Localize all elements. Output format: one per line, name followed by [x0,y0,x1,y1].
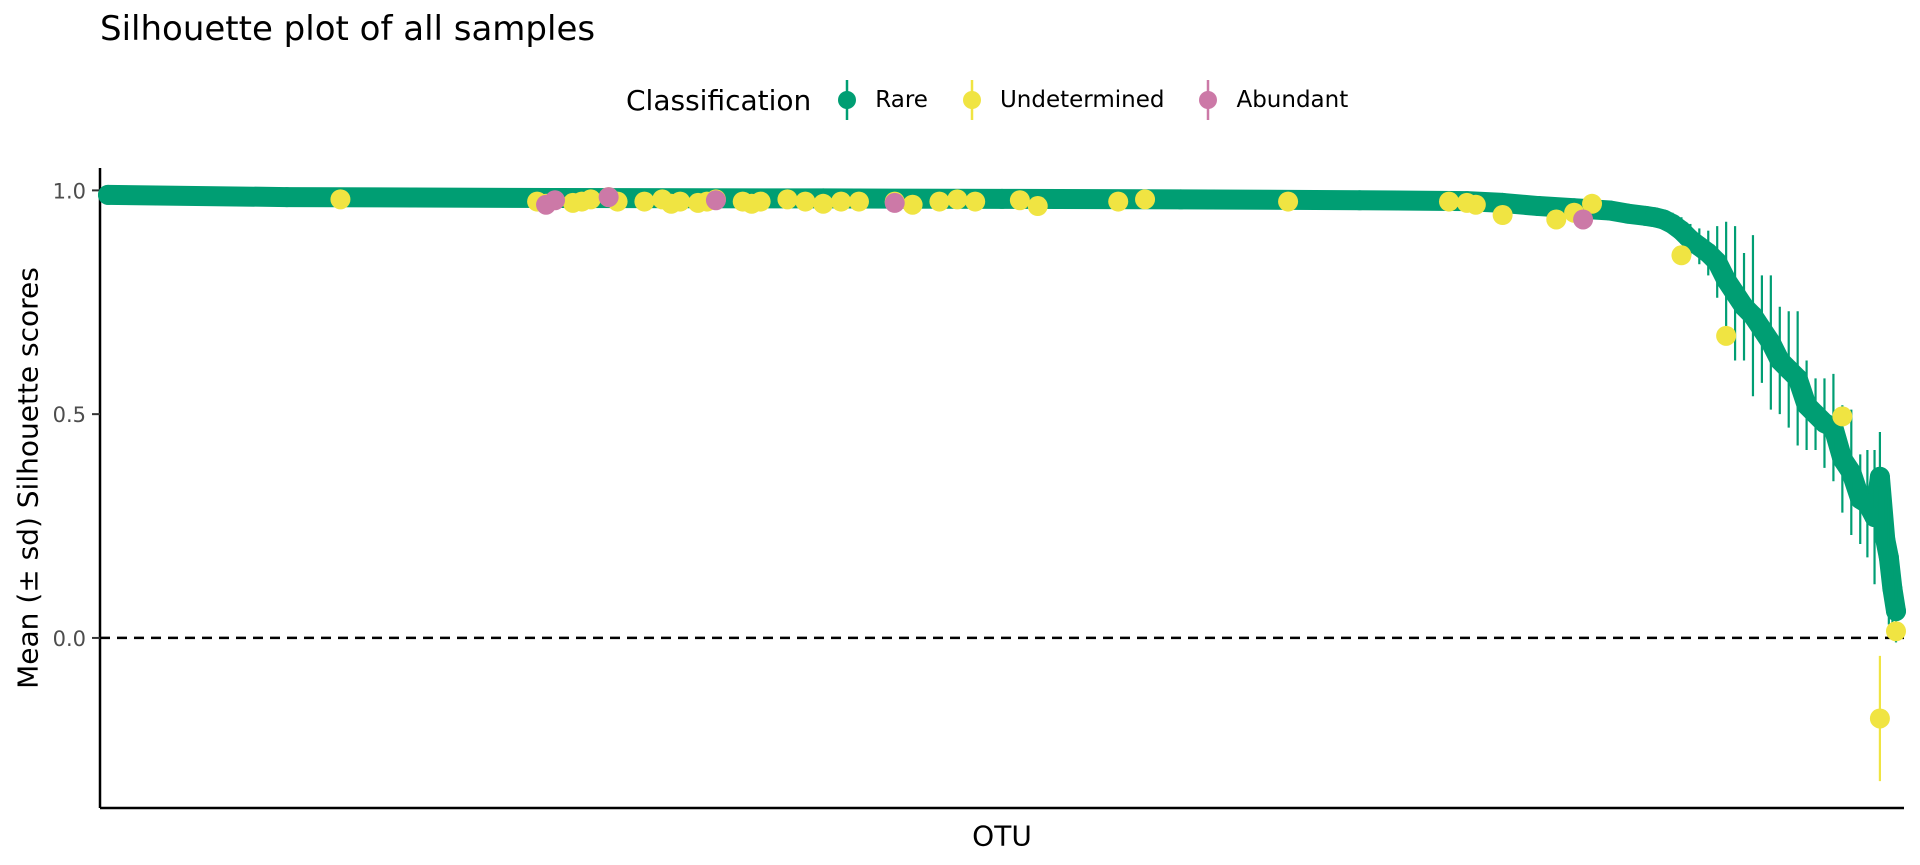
y-axis-label: Mean (± sd) Silhouette scores [11,267,45,689]
legend: Classification Rare Undetermined Abundan… [626,80,1378,120]
point-undetermined [1546,209,1567,230]
point-rare [1875,529,1896,550]
legend-key-undetermined [962,80,981,120]
point-undetermined [795,191,816,212]
point-rare [276,187,297,208]
point-undetermined [777,189,798,210]
legend-item-rare: Rare [833,80,928,120]
point-rare [1599,200,1620,221]
point-rare [1869,466,1890,487]
point-undetermined [831,191,852,212]
point-undetermined [1439,191,1459,212]
point-undetermined [1278,191,1299,212]
point-rare [1760,332,1781,353]
point-undetermined [1009,190,1030,211]
point-abundant [545,190,565,211]
point-abundant [598,187,619,208]
point-undetermined [634,191,655,212]
point-undetermined [1832,406,1853,427]
point-rare [1349,190,1370,211]
legend-item-abundant: Abundant [1194,80,1348,120]
point-rare [1882,578,1903,599]
legend-title: Classification [626,83,812,117]
point-undetermined [1027,196,1048,217]
legend-label-abundant: Abundant [1236,87,1349,113]
point-rare [98,184,118,205]
point-undetermined [1716,325,1737,346]
chart-title: Silhouette plot of all samples [100,9,596,49]
x-axis-label: OTU [972,819,1032,853]
point-undetermined [947,189,968,210]
legend-item-undetermined: Undetermined [958,80,1165,120]
point-rare [1787,368,1808,389]
legend-label-undetermined: Undetermined [999,87,1165,113]
point-undetermined [848,191,869,212]
point-rare [1707,251,1728,272]
point-rare [992,188,1012,209]
y-tick-label: 1.0 [53,179,86,203]
y-tick-label: 0.5 [53,403,86,427]
point-rare [1841,462,1862,483]
point-undetermined [580,189,601,210]
point-abundant [1573,209,1594,230]
point-undetermined [902,194,923,215]
point-undetermined [750,191,771,212]
point-undetermined [1582,193,1603,214]
point-undetermined [1465,194,1486,215]
point-abundant [705,190,726,211]
series-band-rare [98,184,1906,622]
point-rare [1878,547,1899,568]
point-undetermined [670,191,691,212]
legend-key-abundant [1199,80,1218,120]
point-rare [1886,601,1906,622]
point-rare [1864,507,1885,528]
point-undetermined [965,191,986,212]
point-rare [1617,203,1638,224]
point-undetermined [1869,708,1890,729]
point-undetermined [330,189,351,210]
legend-key-rare [838,80,857,120]
point-undetermined [1671,245,1692,266]
y-tick-label: 0.0 [53,627,86,651]
point-undetermined [1492,204,1513,225]
point-undetermined [813,193,834,214]
point-undetermined [1108,191,1129,212]
point-undetermined [929,191,950,212]
point-undetermined [1886,621,1906,642]
point-rare [1170,189,1191,210]
legend-label-rare: Rare [875,87,928,113]
point-abundant [884,192,905,213]
point-rare [1528,196,1549,217]
point-undetermined [1135,189,1156,210]
